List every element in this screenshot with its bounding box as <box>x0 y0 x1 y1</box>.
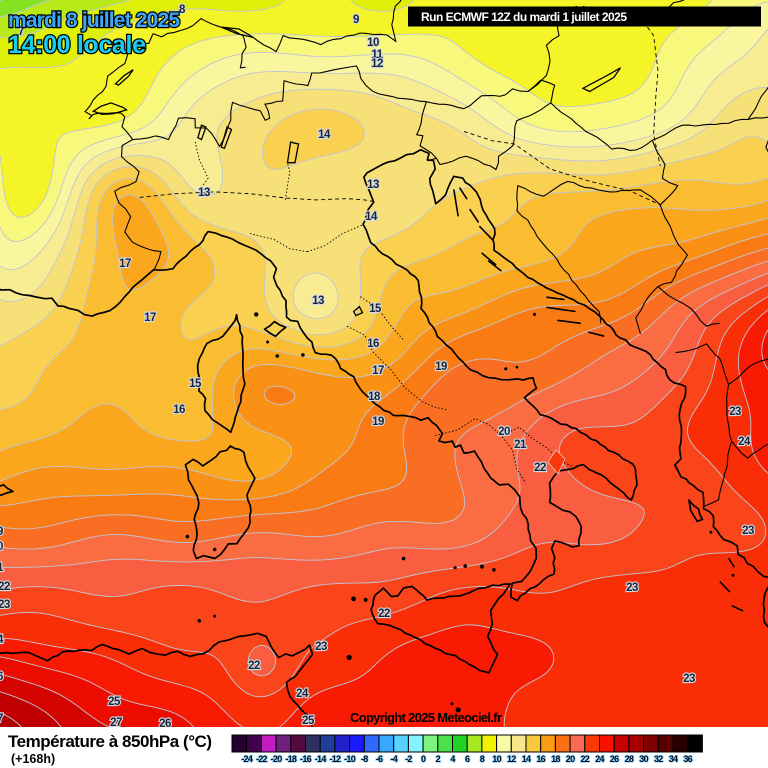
svg-text:20: 20 <box>498 426 510 438</box>
svg-text:14:00 locale: 14:00 locale <box>8 31 146 59</box>
svg-text:16: 16 <box>367 338 379 350</box>
svg-text:16: 16 <box>536 754 545 764</box>
svg-text:14: 14 <box>365 211 378 223</box>
svg-text:23: 23 <box>683 673 695 685</box>
svg-text:4: 4 <box>450 754 455 764</box>
svg-text:-12: -12 <box>329 754 341 764</box>
svg-text:mardi 8 juillet 2025: mardi 8 juillet 2025 <box>8 9 180 32</box>
svg-text:13: 13 <box>312 295 324 307</box>
svg-text:(+168h): (+168h) <box>11 752 55 766</box>
svg-text:27: 27 <box>0 713 3 725</box>
svg-text:16: 16 <box>173 404 185 416</box>
svg-text:30: 30 <box>639 754 648 764</box>
svg-text:23: 23 <box>626 582 638 594</box>
svg-text:7: 7 <box>18 26 24 38</box>
svg-text:2: 2 <box>436 754 441 764</box>
svg-text:23: 23 <box>315 641 327 653</box>
svg-text:-8: -8 <box>361 754 368 764</box>
svg-text:32: 32 <box>654 754 663 764</box>
svg-text:17: 17 <box>144 312 156 324</box>
svg-text:12: 12 <box>371 58 383 70</box>
svg-text:22: 22 <box>248 660 260 672</box>
svg-text:Copyright 2025 Meteociel.fr: Copyright 2025 Meteociel.fr <box>350 710 502 725</box>
svg-text:18: 18 <box>368 391 381 403</box>
svg-text:22: 22 <box>0 581 10 593</box>
svg-text:18: 18 <box>551 754 560 764</box>
svg-text:23: 23 <box>729 406 741 418</box>
svg-text:17: 17 <box>372 365 384 377</box>
svg-text:11: 11 <box>371 49 383 61</box>
svg-text:14: 14 <box>522 754 531 764</box>
svg-text:-10: -10 <box>344 754 356 764</box>
svg-text:24: 24 <box>296 688 309 700</box>
svg-text:Température à 850hPa (°C): Température à 850hPa (°C) <box>8 732 212 751</box>
svg-text:24: 24 <box>738 436 751 448</box>
svg-text:-2: -2 <box>405 754 412 764</box>
svg-text:8: 8 <box>480 754 485 764</box>
svg-text:10: 10 <box>367 37 379 49</box>
svg-text:22: 22 <box>534 462 546 474</box>
svg-text:17: 17 <box>119 258 131 270</box>
svg-text:22: 22 <box>378 608 390 620</box>
svg-text:-22: -22 <box>256 754 268 764</box>
svg-text:12: 12 <box>507 754 516 764</box>
svg-text:25: 25 <box>302 715 315 727</box>
svg-text:-6: -6 <box>376 754 383 764</box>
svg-text:0: 0 <box>421 754 426 764</box>
svg-text:34: 34 <box>669 754 678 764</box>
svg-text:13: 13 <box>198 187 210 199</box>
svg-text:20: 20 <box>566 754 575 764</box>
svg-text:8: 8 <box>179 4 186 16</box>
svg-text:22: 22 <box>580 754 589 764</box>
svg-text:14: 14 <box>318 129 331 141</box>
svg-text:26: 26 <box>159 718 171 730</box>
svg-text:-24: -24 <box>241 754 253 764</box>
svg-text:13: 13 <box>367 179 379 191</box>
svg-text:23: 23 <box>0 599 10 611</box>
svg-text:10: 10 <box>492 754 501 764</box>
svg-text:-16: -16 <box>300 754 312 764</box>
svg-text:24: 24 <box>595 754 604 764</box>
svg-text:26: 26 <box>610 754 619 764</box>
svg-text:6: 6 <box>465 754 470 764</box>
svg-text:25: 25 <box>108 696 121 708</box>
svg-text:19: 19 <box>435 361 447 373</box>
svg-text:-18: -18 <box>285 754 297 764</box>
svg-text:24: 24 <box>0 634 4 646</box>
svg-text:26: 26 <box>0 671 3 683</box>
svg-text:21: 21 <box>0 562 4 574</box>
svg-text:-14: -14 <box>315 754 327 764</box>
svg-text:21: 21 <box>514 439 527 451</box>
svg-text:-20: -20 <box>271 754 283 764</box>
svg-text:28: 28 <box>625 754 634 764</box>
svg-text:20: 20 <box>0 541 3 553</box>
svg-text:23: 23 <box>742 525 754 537</box>
svg-text:27: 27 <box>110 717 122 729</box>
svg-text:9: 9 <box>353 14 359 26</box>
svg-text:15: 15 <box>369 303 382 315</box>
svg-text:19: 19 <box>0 526 3 538</box>
svg-text:19: 19 <box>372 416 384 428</box>
svg-text:15: 15 <box>189 378 202 390</box>
svg-text:36: 36 <box>683 754 692 764</box>
svg-text:Run ECMWF 12Z du mardi 1 juill: Run ECMWF 12Z du mardi 1 juillet 2025 <box>421 10 627 24</box>
svg-text:-4: -4 <box>390 754 397 764</box>
